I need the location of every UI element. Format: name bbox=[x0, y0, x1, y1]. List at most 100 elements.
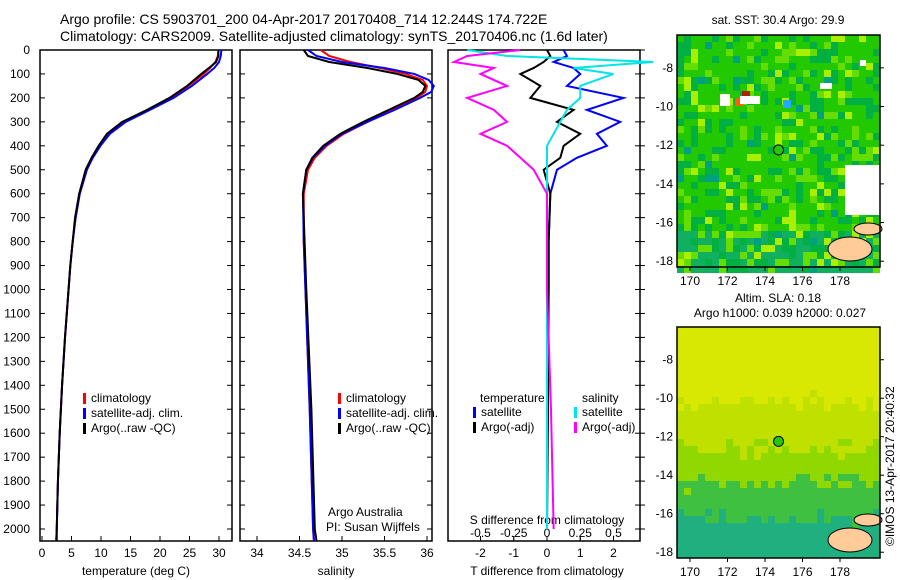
map-cell bbox=[873, 488, 880, 495]
map-cell bbox=[831, 348, 838, 355]
map-cell bbox=[803, 77, 810, 84]
map-cell bbox=[740, 105, 747, 112]
map-cell bbox=[705, 56, 712, 63]
map-cell bbox=[859, 147, 866, 154]
map-cell bbox=[698, 224, 705, 231]
map-cell bbox=[810, 390, 817, 397]
map-cell bbox=[747, 544, 754, 551]
map-cell bbox=[810, 537, 817, 544]
map-cell bbox=[789, 488, 796, 495]
map-cell bbox=[740, 425, 747, 432]
map-cell bbox=[698, 530, 705, 537]
map-cell bbox=[698, 341, 705, 348]
map-cell bbox=[677, 175, 684, 182]
map-cell bbox=[684, 488, 691, 495]
map-cell bbox=[782, 453, 789, 460]
map-cell bbox=[768, 231, 775, 238]
map-cell bbox=[747, 56, 754, 63]
map-cell bbox=[740, 383, 747, 390]
map-cell bbox=[803, 509, 810, 516]
map-cell bbox=[768, 383, 775, 390]
map-cell bbox=[796, 334, 803, 341]
map-cell bbox=[684, 203, 691, 210]
map-cell bbox=[747, 439, 754, 446]
map-cell bbox=[677, 189, 684, 196]
map-cell bbox=[712, 369, 719, 376]
map-cell bbox=[789, 537, 796, 544]
map-cell bbox=[803, 35, 810, 42]
map-cell bbox=[705, 98, 712, 105]
map-cell bbox=[803, 42, 810, 49]
map-cell bbox=[803, 376, 810, 383]
map-cell bbox=[733, 203, 740, 210]
map-cell bbox=[719, 446, 726, 453]
map-cell bbox=[705, 217, 712, 224]
map-cell bbox=[768, 105, 775, 112]
map-cell bbox=[698, 70, 705, 77]
map-cell bbox=[845, 42, 852, 49]
sal-tick-label: 34 bbox=[250, 546, 264, 560]
map-cell bbox=[726, 161, 733, 168]
map-cell bbox=[845, 105, 852, 112]
map-cell bbox=[726, 70, 733, 77]
map-cell bbox=[705, 231, 712, 238]
map-cell bbox=[719, 341, 726, 348]
map-cell bbox=[796, 266, 803, 273]
map-cell bbox=[796, 369, 803, 376]
sal-legend-label: Argo(..raw -QC) bbox=[346, 421, 431, 435]
map-cell bbox=[754, 203, 761, 210]
map-cell bbox=[859, 551, 866, 558]
map-cell bbox=[859, 453, 866, 460]
map-cell bbox=[824, 252, 831, 259]
map-cell bbox=[845, 390, 852, 397]
map-cell bbox=[698, 84, 705, 91]
map-cell bbox=[712, 432, 719, 439]
map-cell bbox=[852, 376, 859, 383]
map-cell bbox=[761, 98, 768, 105]
map-cell bbox=[866, 509, 873, 516]
map-cell bbox=[831, 168, 838, 175]
map-cell bbox=[733, 77, 740, 84]
lat-tick-label: -18 bbox=[656, 254, 674, 268]
map-cell bbox=[719, 432, 726, 439]
map-cell bbox=[747, 70, 754, 77]
map-cell bbox=[684, 175, 691, 182]
map-cell bbox=[712, 355, 719, 362]
map-cell bbox=[684, 418, 691, 425]
map-cell bbox=[838, 418, 845, 425]
map-cell bbox=[761, 481, 768, 488]
map-cell bbox=[698, 182, 705, 189]
map-cell bbox=[691, 266, 698, 273]
sal-tick-label: 34.5 bbox=[288, 546, 312, 560]
map-cell bbox=[712, 126, 719, 133]
map-cell bbox=[740, 42, 747, 49]
map-cell bbox=[859, 418, 866, 425]
map-cell bbox=[733, 245, 740, 252]
map-cell bbox=[684, 105, 691, 112]
map-cell bbox=[719, 383, 726, 390]
map-cell bbox=[698, 140, 705, 147]
map-cell bbox=[873, 91, 880, 98]
map-cell bbox=[726, 126, 733, 133]
map-cell bbox=[733, 369, 740, 376]
map-cell bbox=[691, 77, 698, 84]
map-cell bbox=[761, 147, 768, 154]
map-cell bbox=[677, 376, 684, 383]
map-cell bbox=[789, 474, 796, 481]
map-cell bbox=[684, 446, 691, 453]
map-cell bbox=[803, 369, 810, 376]
map-cell bbox=[796, 383, 803, 390]
map-cell bbox=[726, 467, 733, 474]
map-cell bbox=[859, 439, 866, 446]
map-cell bbox=[698, 516, 705, 523]
map-cell bbox=[852, 133, 859, 140]
map-cell bbox=[754, 376, 761, 383]
map-cell bbox=[824, 390, 831, 397]
map-cell bbox=[761, 551, 768, 558]
map-cell bbox=[712, 203, 719, 210]
map-cell bbox=[824, 348, 831, 355]
map-cell bbox=[782, 203, 789, 210]
map-cell bbox=[796, 537, 803, 544]
map-cell bbox=[817, 63, 824, 70]
map-cell bbox=[754, 390, 761, 397]
